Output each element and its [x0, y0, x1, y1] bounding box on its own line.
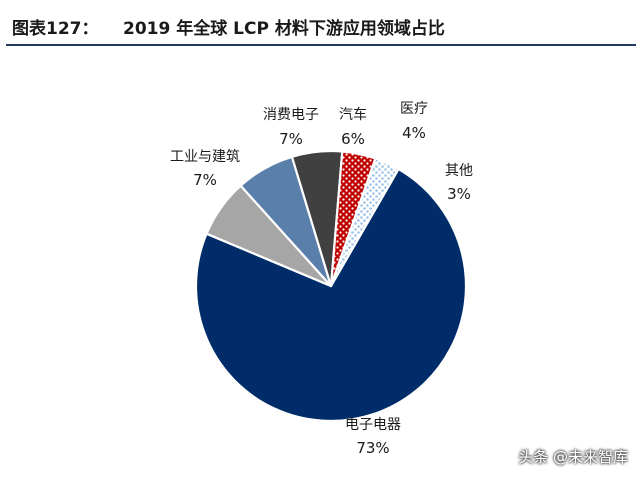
pie-slice-1: [194, 167, 468, 423]
slice-label-6: 其他: [445, 163, 473, 179]
slice-value-5: 4%: [402, 124, 426, 142]
pie-slice-6: [329, 157, 400, 288]
slice-value-1: 73%: [356, 439, 389, 457]
pie-slices: [194, 149, 468, 423]
slice-label-1: 电子电器: [345, 417, 401, 433]
slice-label-3: 消费电子: [263, 107, 319, 123]
slice-label-4: 汽车: [339, 106, 367, 123]
slice-value-3: 7%: [279, 130, 303, 148]
slice-value-2: 7%: [193, 171, 217, 189]
pie-labels: 电子电器 73% 工业与建筑 7% 消费电子 7% 汽车 6% 医疗 4% 其他 3%: [170, 101, 473, 457]
slice-value-4: 6%: [341, 130, 365, 148]
chart-header: 图表127： 2019 年全球 LCP 材料下游应用领域占比: [0, 0, 640, 46]
slice-label-5: 医疗: [400, 101, 428, 117]
header-rule: [6, 44, 636, 46]
slice-label-2: 工业与建筑: [170, 149, 240, 165]
figure-number: 图表127：: [12, 19, 99, 39]
watermark: 头条 @未来智库: [518, 448, 628, 466]
slice-value-6: 3%: [447, 185, 471, 203]
chart-title: 2019 年全球 LCP 材料下游应用领域占比: [123, 19, 445, 39]
